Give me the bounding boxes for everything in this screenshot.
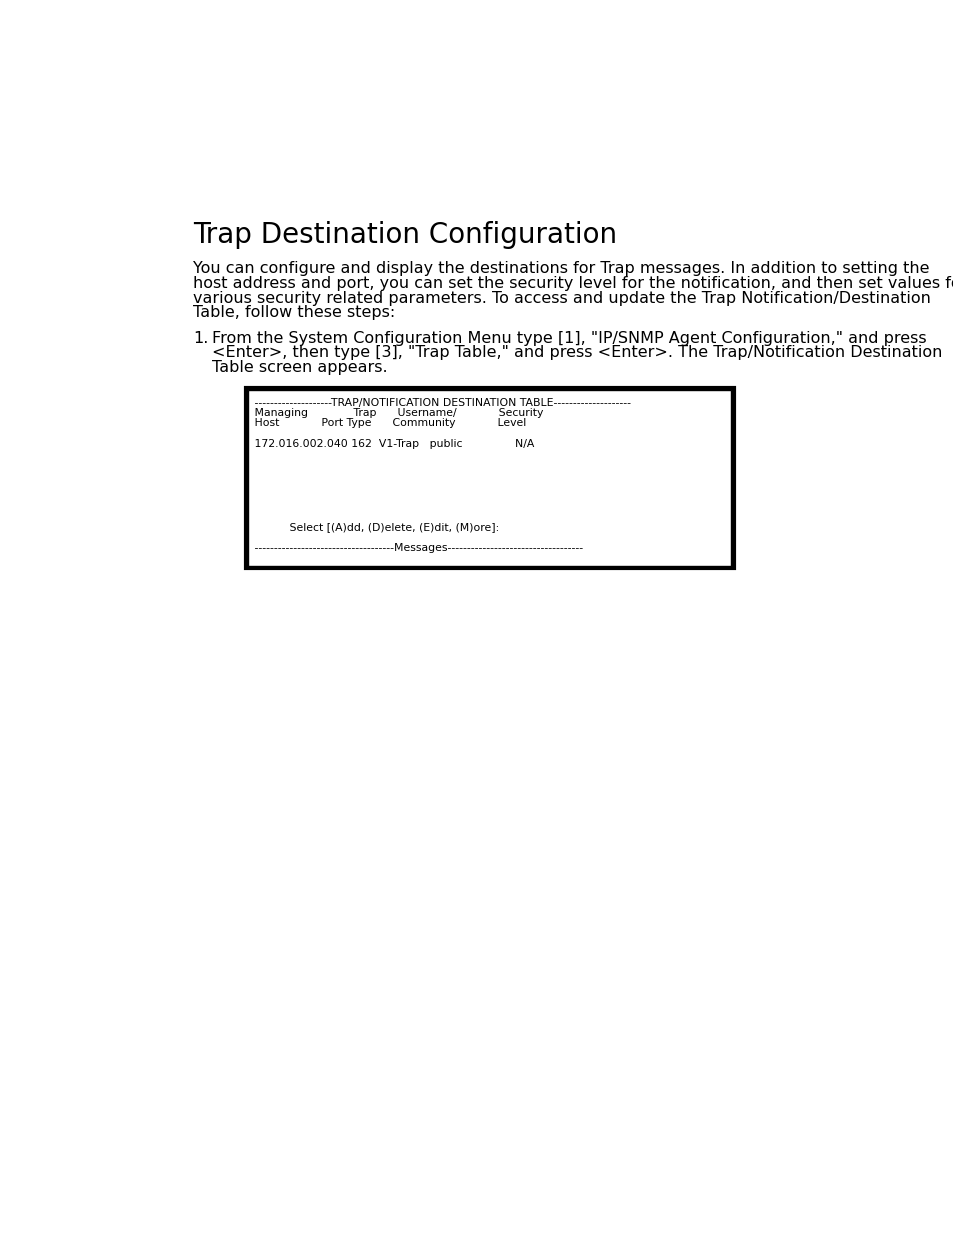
Text: Table, follow these steps:: Table, follow these steps: <box>193 305 395 320</box>
FancyBboxPatch shape <box>245 388 733 568</box>
Text: host address and port, you can set the security level for the notification, and : host address and port, you can set the s… <box>193 275 953 291</box>
Text: various security related parameters. To access and update the Trap Notification/: various security related parameters. To … <box>193 290 930 305</box>
Text: You can configure and display the destinations for Trap messages. In addition to: You can configure and display the destin… <box>193 262 928 277</box>
Text: 1.: 1. <box>193 331 208 346</box>
Text: 172.016.002.040 162  V1-Trap   public               N/A: 172.016.002.040 162 V1-Trap public N/A <box>251 440 534 450</box>
FancyBboxPatch shape <box>248 390 731 566</box>
Text: ------------------------------------Messages-----------------------------------: ------------------------------------Mess… <box>251 543 582 553</box>
Text: Managing             Trap      Username/            Security: Managing Trap Username/ Security <box>251 408 543 419</box>
Text: Select [(A)dd, (D)elete, (E)dit, (M)ore]:: Select [(A)dd, (D)elete, (E)dit, (M)ore]… <box>251 522 498 532</box>
Text: Trap Destination Configuration: Trap Destination Configuration <box>193 221 617 249</box>
Text: <Enter>, then type [3], "Trap Table," and press <Enter>. The Trap/Notification D: <Enter>, then type [3], "Trap Table," an… <box>212 346 942 361</box>
Text: Host            Port Type      Community            Level: Host Port Type Community Level <box>251 419 526 429</box>
Text: From the System Configuration Menu type [1], "IP/SNMP Agent Configuration," and : From the System Configuration Menu type … <box>212 331 926 346</box>
Text: Table screen appears.: Table screen appears. <box>212 359 388 375</box>
Text: --------------------TRAP/NOTIFICATION DESTINATION TABLE--------------------: --------------------TRAP/NOTIFICATION DE… <box>251 398 630 408</box>
